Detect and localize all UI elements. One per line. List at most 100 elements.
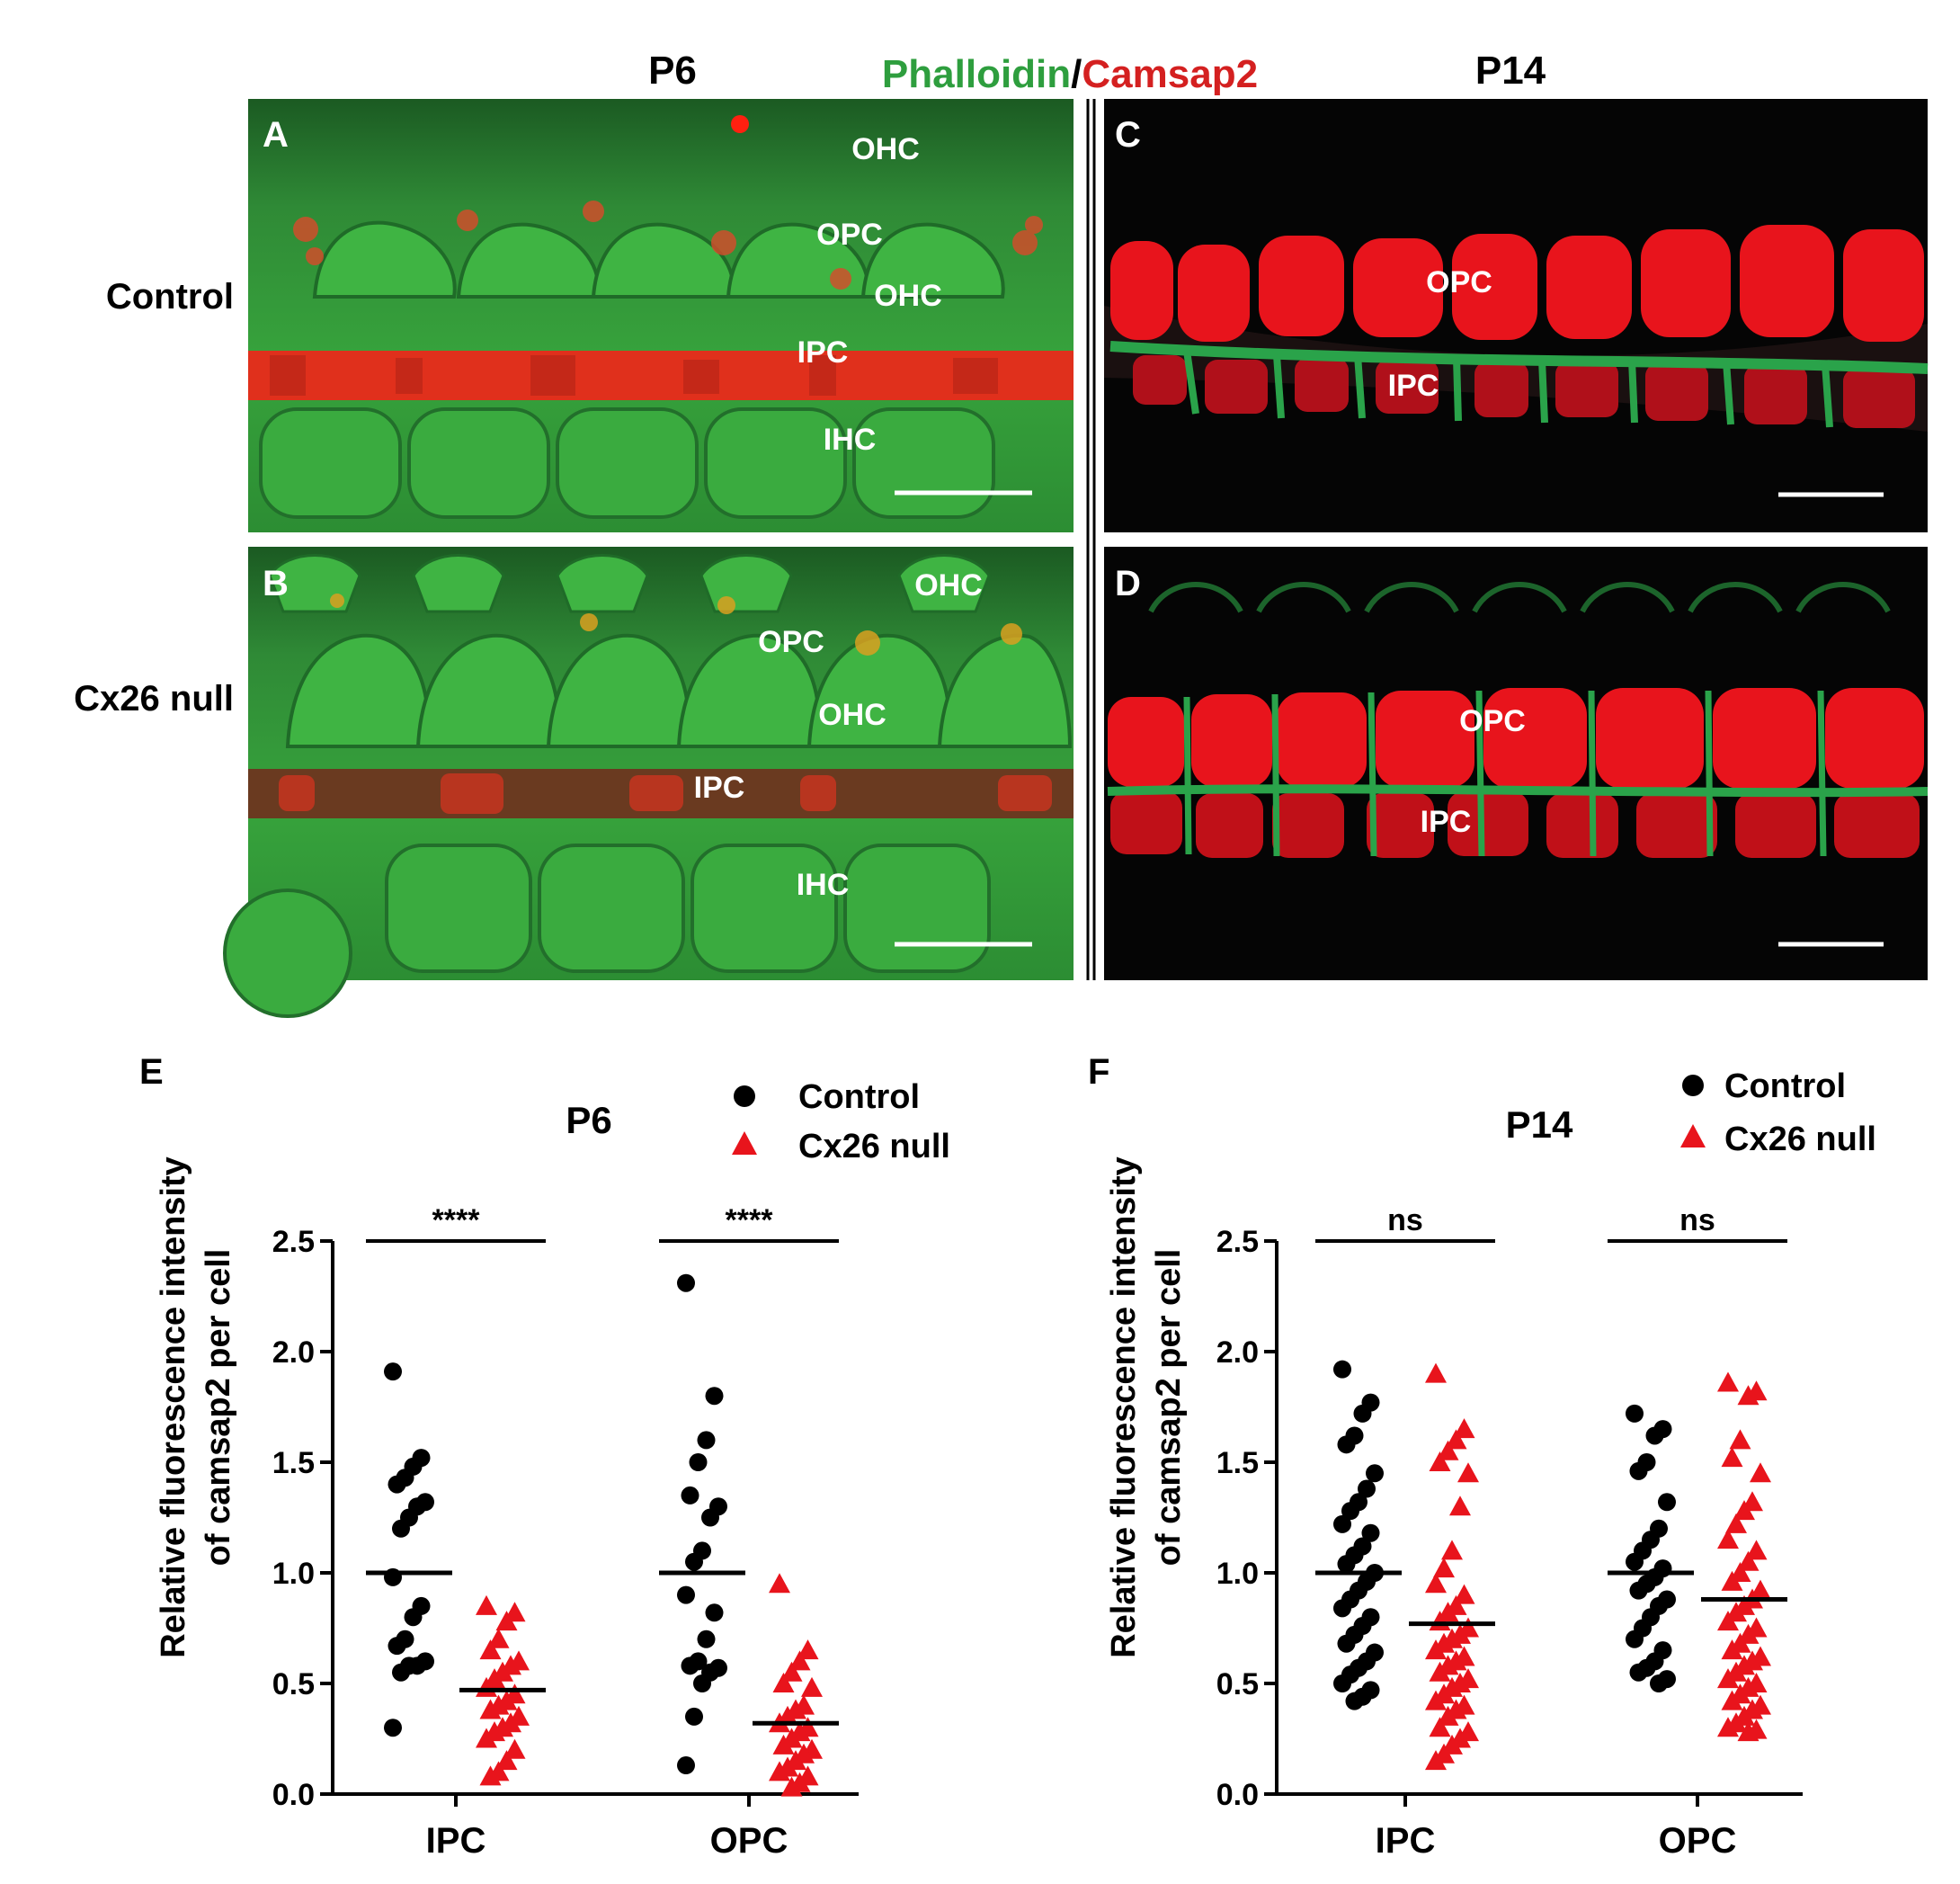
data-point [503,1738,526,1759]
data-point [392,1519,410,1538]
data-point [1425,1750,1447,1771]
chart-title: P6 [566,1099,611,1141]
x-tick-label: OPC [1659,1821,1737,1861]
cell-label: OHC [874,279,942,313]
data-point [479,1765,502,1786]
chart-e: E P6 Control Cx26 null Relative fluoresc… [139,1052,950,1861]
data-point [681,1656,699,1675]
data-point [1429,1661,1451,1682]
data-point [384,1719,402,1737]
data-point [1629,1461,1648,1480]
data-point [1721,1690,1743,1710]
y-tick-label: 0.0 [1216,1778,1259,1812]
chart-title: P14 [1506,1103,1573,1146]
data-point [1750,1462,1771,1483]
significance-label: ns [1679,1203,1715,1237]
data-point [1337,1435,1356,1454]
stain-separator: / [1071,52,1082,96]
data-point [677,1756,695,1775]
data-point [1437,1705,1459,1726]
panel-letter-d: D [1115,564,1141,603]
data-point [1361,1523,1380,1542]
stage-label-p14: P14 [1475,49,1546,93]
y-tick-label: 1.0 [1216,1557,1259,1591]
data-point [780,1776,803,1797]
stain-legend: Phalloidin/Camsap2 [882,52,1258,96]
data-point [1425,1362,1447,1383]
data-point [1650,1674,1668,1692]
legend-label: Control [798,1078,920,1116]
data-point [1737,1550,1760,1571]
data-point [392,1663,410,1682]
data-point [479,1699,502,1719]
data-point [1629,1663,1648,1682]
data-point [1645,1426,1664,1445]
data-point [1425,1690,1447,1710]
y-tick-label: 2.5 [1216,1225,1259,1259]
data-point [1437,1440,1459,1460]
data-point [705,1387,724,1406]
cell-label: OPC [816,218,883,252]
legend: Control Cx26 null [1680,1067,1876,1158]
stain-camsap2: Camsap2 [1082,52,1258,96]
y-tick-label: 0.5 [1216,1667,1259,1701]
y-tick-label: 2.0 [272,1335,315,1370]
data-point [1429,1451,1451,1471]
data-point [1737,1385,1760,1406]
data-point [1725,1513,1747,1533]
y-axis-label: Relative fluorescence intensity [1105,1156,1143,1658]
data-point [689,1453,708,1471]
panel-letter-e: E [139,1052,164,1092]
data-point [701,1508,719,1527]
legend-label: Cx26 null [1724,1121,1876,1158]
y-tick-label: 1.0 [272,1557,315,1591]
data-point [677,1273,695,1292]
data-point [1441,1540,1463,1560]
data-point [1721,1447,1743,1468]
data-point [769,1761,790,1781]
stain-phalloidin: Phalloidin [882,52,1071,96]
data-point [769,1573,790,1594]
panel-letter-b: B [263,564,289,603]
cell-label: IHC [824,423,877,457]
data-point [388,1637,406,1656]
data-point [1733,1500,1755,1521]
chart-f: F P14 Control Cx26 null Relative fluores… [1088,1052,1876,1861]
significance-label: **** [726,1203,774,1237]
data-point [788,1650,811,1671]
legend-label: Control [1724,1067,1846,1105]
panel-letter-a: A [263,115,289,155]
data-point [1358,1479,1376,1498]
row-label-cx26-null: Cx26 null [74,679,234,719]
data-point [1353,1404,1372,1423]
legend-marker-cx26-null [732,1131,757,1155]
data-point [772,1734,795,1755]
data-point [772,1673,795,1692]
x-tick-label: IPC [1376,1821,1436,1861]
data-point [797,1639,819,1660]
data-point [1453,1584,1475,1604]
data-point [1425,1639,1447,1660]
data-point [384,1362,402,1381]
cell-label: IHC [797,868,850,902]
data-point [1433,1558,1455,1578]
data-point [479,1639,502,1660]
data-point [1721,1570,1743,1591]
data-point [1341,1502,1359,1521]
data-point [1445,1429,1467,1450]
data-point [705,1603,724,1622]
data-point [681,1486,699,1505]
micrograph-c: C OPC IPC [1104,99,1929,532]
micrograph-a: A OHC OPC OHC IPC IHC [248,99,1074,532]
data-point [495,1750,518,1771]
data-point [1629,1581,1648,1600]
data-point [685,1707,703,1726]
data-point [476,1728,497,1748]
y-tick-label: 0.5 [272,1667,315,1701]
cell-label: OHC [914,568,983,603]
cell-label: OHC [851,132,920,166]
panel-letter-c: C [1115,115,1141,155]
data-point [780,1661,803,1682]
data-point [1717,1611,1739,1631]
y-axis-label: of camsap2 per cell [1150,1249,1188,1567]
